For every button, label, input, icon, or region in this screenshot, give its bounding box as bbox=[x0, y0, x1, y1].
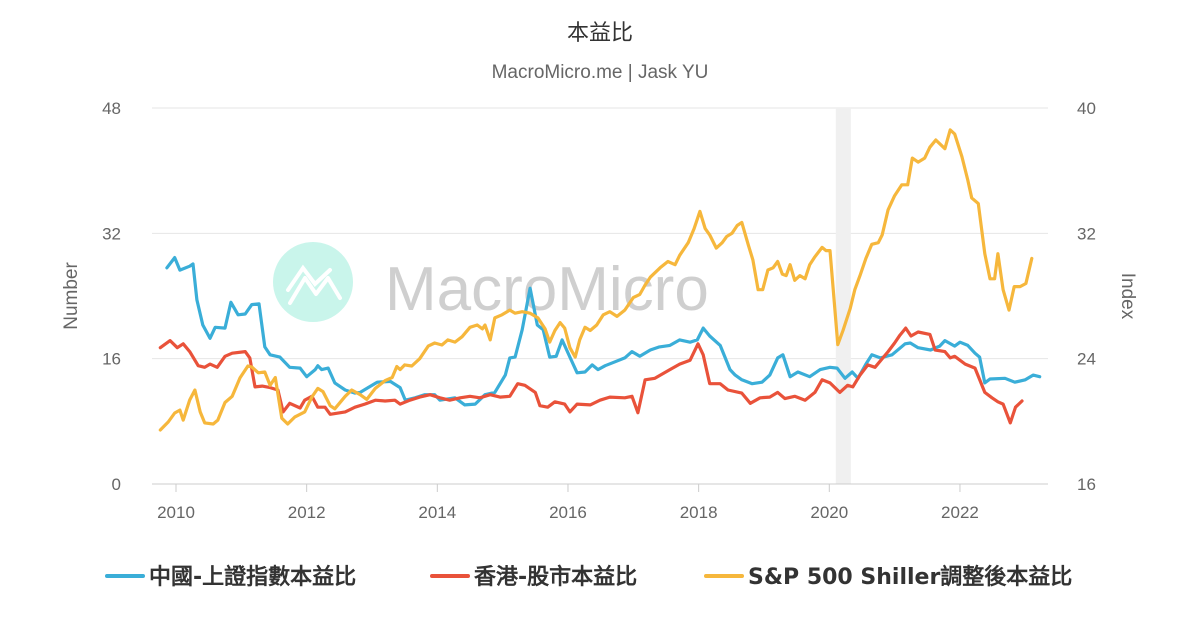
x-tick-label: 2010 bbox=[157, 503, 195, 522]
hongkong-pe-line bbox=[158, 326, 1024, 425]
axis-ticks: 0 16 32 48 16 24 32 40 2010 2012 2014 2016 2018 2020 2… bbox=[102, 99, 1096, 522]
x-tick-label: 2016 bbox=[549, 503, 587, 522]
legend-item[interactable]: 香港-股市本益比 bbox=[430, 564, 637, 590]
china-pe-line bbox=[165, 256, 1042, 407]
sp500-shiller-cape-line bbox=[158, 128, 1034, 432]
series-lines bbox=[158, 128, 1042, 432]
watermark: MacroMicro bbox=[273, 242, 709, 324]
chart-title: 本益比 bbox=[567, 21, 633, 46]
y-axis-left-title: Number bbox=[61, 262, 82, 330]
y-axis-right-title: Index bbox=[1117, 273, 1138, 320]
y-right-tick-label: 40 bbox=[1077, 99, 1096, 118]
x-tick-label: 2020 bbox=[810, 503, 848, 522]
legend-item[interactable]: 中國-上證指數本益比 bbox=[105, 564, 356, 590]
y-left-tick-label: 48 bbox=[102, 99, 121, 118]
y-right-tick-label: 24 bbox=[1077, 350, 1096, 369]
legend-item[interactable]: S&P 500 Shiller調整後本益比 bbox=[704, 564, 1072, 590]
y-left-tick-label: 16 bbox=[102, 350, 121, 369]
legend-label: 香港-股市本益比 bbox=[474, 564, 637, 590]
y-left-tick-label: 0 bbox=[112, 475, 121, 494]
y-right-tick-label: 16 bbox=[1077, 475, 1096, 494]
watermark-logo-mark bbox=[288, 276, 342, 305]
legend-label: 中國-上證指數本益比 bbox=[149, 564, 356, 590]
chart-subtitle: MacroMicro.me | Jask YU bbox=[492, 62, 709, 83]
watermark-logo-mark-2 bbox=[286, 264, 332, 292]
legend-label: S&P 500 Shiller調整後本益比 bbox=[748, 564, 1072, 590]
legend: 中國-上證指數本益比 香港-股市本益比 S&P 500 Shiller調整後本益比 bbox=[105, 564, 1072, 590]
y-right-tick-label: 32 bbox=[1077, 224, 1096, 243]
watermark-text: MacroMicro bbox=[385, 255, 709, 324]
y-left-tick-label: 32 bbox=[102, 224, 121, 243]
x-tick-label: 2018 bbox=[680, 503, 718, 522]
x-tick-label: 2022 bbox=[941, 503, 979, 522]
x-tick-label: 2012 bbox=[288, 503, 326, 522]
shaded-period bbox=[835, 108, 851, 484]
x-tick-label: 2014 bbox=[418, 503, 456, 522]
